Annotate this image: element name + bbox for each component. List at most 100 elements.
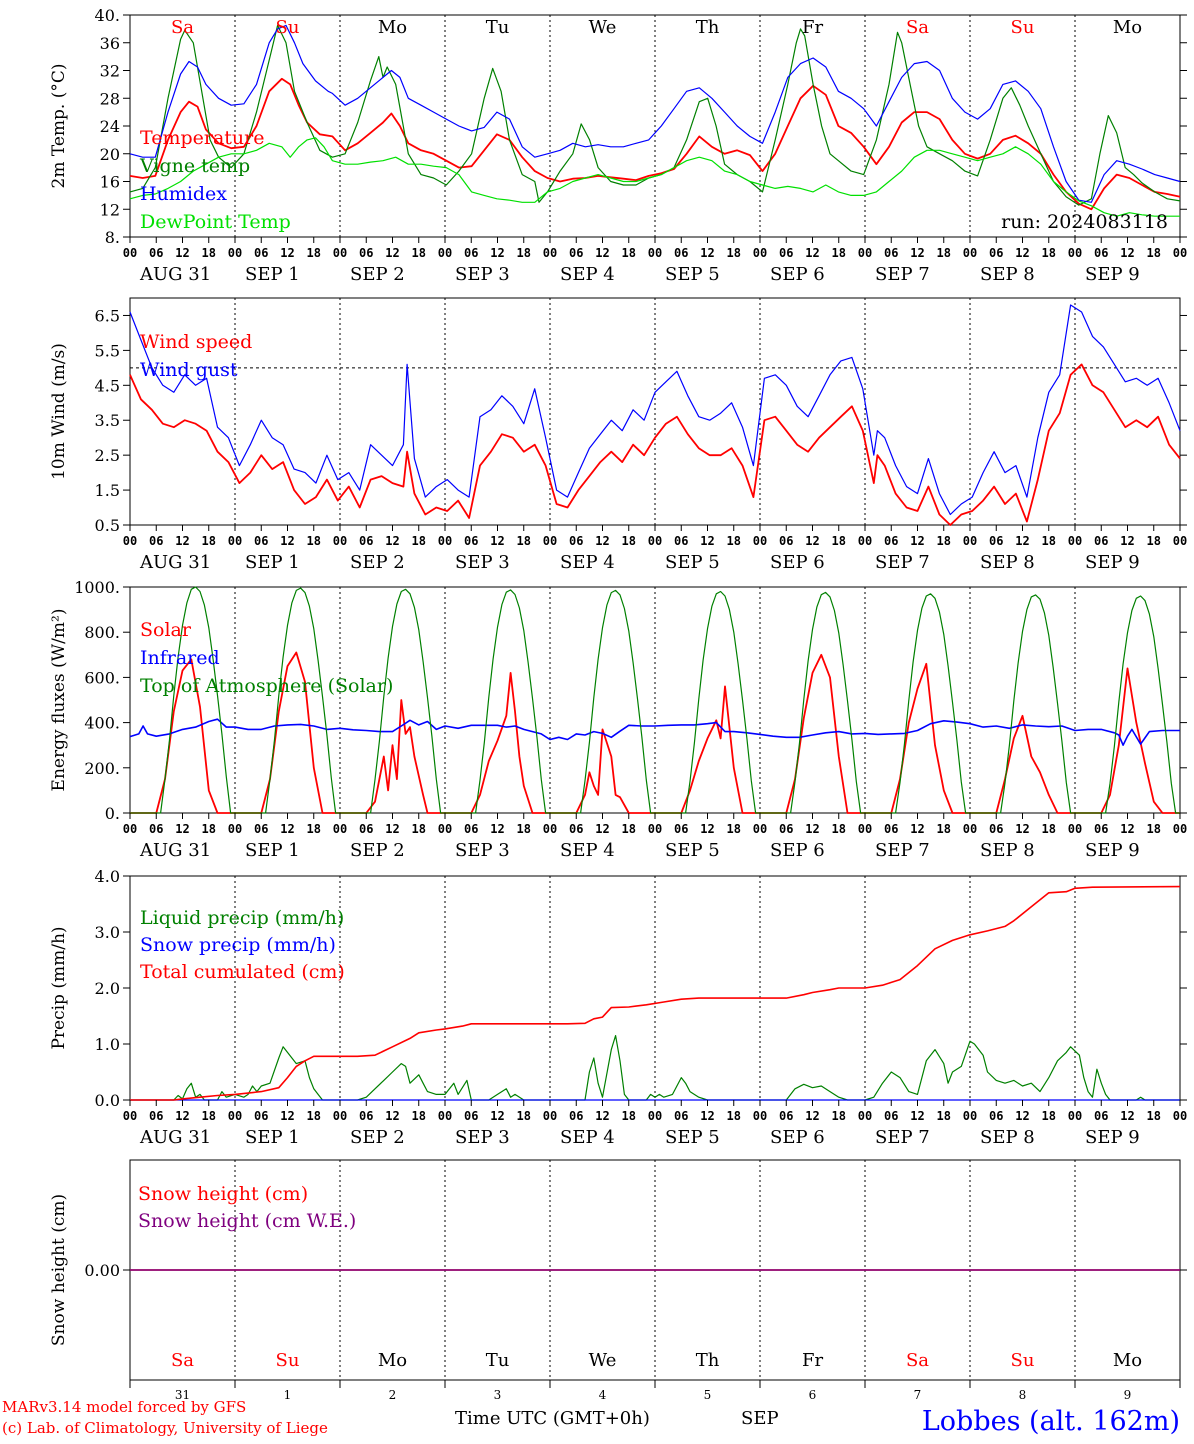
hour-label: 06 (779, 534, 793, 548)
hour-label: 06 (1094, 822, 1108, 836)
y-tick-label: 600. (84, 668, 120, 687)
hour-label: 18 (622, 1109, 636, 1123)
y-tick-label: 4.0 (95, 867, 120, 886)
hour-label: 18 (832, 822, 846, 836)
copyright-credit: (c) Lab. of Climatology, University of L… (2, 1419, 328, 1437)
hour-label: 06 (884, 246, 898, 260)
hour-label: 06 (359, 822, 373, 836)
hour-label: 18 (307, 1109, 321, 1123)
panel-3: 0. 200. 400. 600. 800. 1000. Energy fluxes (W/… (49, 578, 1187, 861)
hour-label: 00 (648, 822, 662, 836)
day-name: Th (696, 1350, 720, 1371)
hour-label: 06 (359, 246, 373, 260)
hour-label: 18 (937, 246, 951, 260)
y-tick-label: 20 (100, 145, 120, 164)
day-name: Sa (171, 1350, 194, 1371)
hour-label: 12 (490, 822, 504, 836)
hour-label: 12 (910, 1109, 924, 1123)
hour-label: 06 (149, 246, 163, 260)
day-name: Mo (378, 1350, 407, 1371)
hour-label: 06 (674, 822, 688, 836)
hour-label: 00 (543, 822, 557, 836)
day-number: 4 (599, 1388, 607, 1402)
date-label: SEP 1 (245, 264, 300, 285)
hour-label: 12 (805, 246, 819, 260)
legend-entry: Temperature (140, 127, 264, 149)
date-label: SEP 3 (455, 552, 510, 573)
date-label: SEP 5 (665, 840, 720, 861)
date-label: AUG 31 (139, 840, 211, 861)
hour-label: 06 (359, 1109, 373, 1123)
series-line (129, 718, 1180, 746)
hour-label: 12 (280, 822, 294, 836)
hour-label: 18 (307, 822, 321, 836)
hour-label: 06 (779, 246, 793, 260)
hour-label: 00 (228, 1109, 242, 1123)
hour-label: 06 (884, 1109, 898, 1123)
y-tick-label: 1.0 (95, 1035, 120, 1054)
y-axis-label: Energy fluxes (W/m²) (49, 609, 69, 792)
panel-1: 8. 12 16 20 24 28 32 36 40. 2m Temp. (°C) Temperat… (49, 6, 1187, 285)
date-label: SEP 9 (1085, 1127, 1140, 1148)
legend-entry: Wind speed (140, 331, 252, 353)
hour-label: 00 (123, 822, 137, 836)
date-label: SEP 9 (1085, 552, 1140, 573)
panel-5: 0.00 Snow height (cm) Snow height (cm) Snow… (49, 1159, 1187, 1402)
hour-label: 06 (464, 1109, 478, 1123)
legend-entry: Liquid precip (mm/h) (140, 907, 344, 929)
day-name: Mo (1113, 17, 1142, 38)
hour-label: 18 (202, 1109, 216, 1123)
date-label: SEP 6 (770, 264, 825, 285)
date-label: SEP 8 (980, 1127, 1035, 1148)
hour-label: 06 (989, 534, 1003, 548)
y-tick-label: 36 (100, 34, 120, 53)
day-name: Su (1011, 1350, 1035, 1371)
hour-label: 00 (858, 534, 872, 548)
date-label: SEP 2 (350, 552, 405, 573)
hour-label: 12 (1015, 1109, 1029, 1123)
hour-label: 00 (333, 246, 347, 260)
day-name: Fr (802, 1350, 823, 1371)
y-tick-label: 16 (100, 173, 120, 192)
hour-label: 00 (753, 1109, 767, 1123)
hour-label: 18 (832, 534, 846, 548)
hour-label: 06 (254, 1109, 268, 1123)
hour-label: 18 (1042, 1109, 1056, 1123)
date-label: SEP 5 (665, 264, 720, 285)
hour-label: 00 (438, 1109, 452, 1123)
hour-label: 00 (1068, 1109, 1082, 1123)
y-tick-label: 800. (84, 623, 120, 642)
hour-label: 06 (254, 534, 268, 548)
y-tick-label: 6.5 (95, 306, 120, 325)
legend-entry: Snow precip (mm/h) (140, 934, 336, 956)
legend-entry: Snow height (cm W.E.) (138, 1210, 356, 1232)
y-tick-label: 3.0 (95, 923, 120, 942)
y-tick-label: 0.0 (95, 1091, 120, 1110)
hour-label: 12 (700, 1109, 714, 1123)
date-label: SEP 7 (875, 264, 930, 285)
hour-label: 06 (1094, 246, 1108, 260)
date-label: SEP 9 (1085, 264, 1140, 285)
hour-label: 00 (1068, 246, 1082, 260)
hour-label: 06 (884, 534, 898, 548)
series-line (129, 363, 1181, 526)
hour-label: 00 (963, 534, 977, 548)
y-tick-label: 40. (95, 6, 120, 25)
date-label: SEP 1 (245, 1127, 300, 1148)
y-tick-label: 3.5 (95, 411, 120, 430)
hour-label: 00 (543, 246, 557, 260)
hour-label: 06 (569, 822, 583, 836)
hour-label: 06 (674, 534, 688, 548)
hour-label: 06 (779, 822, 793, 836)
hour-label: 00 (1173, 534, 1187, 548)
legend-entry: Solar (140, 619, 192, 641)
hour-label: 18 (517, 534, 531, 548)
hour-label: 06 (254, 246, 268, 260)
date-label: SEP 6 (770, 1127, 825, 1148)
day-name: We (589, 1350, 617, 1371)
series-line (129, 24, 1181, 203)
hour-label: 00 (1173, 822, 1187, 836)
date-label: SEP 4 (560, 552, 615, 573)
hour-label: 18 (1147, 534, 1161, 548)
series-line (130, 586, 1180, 814)
